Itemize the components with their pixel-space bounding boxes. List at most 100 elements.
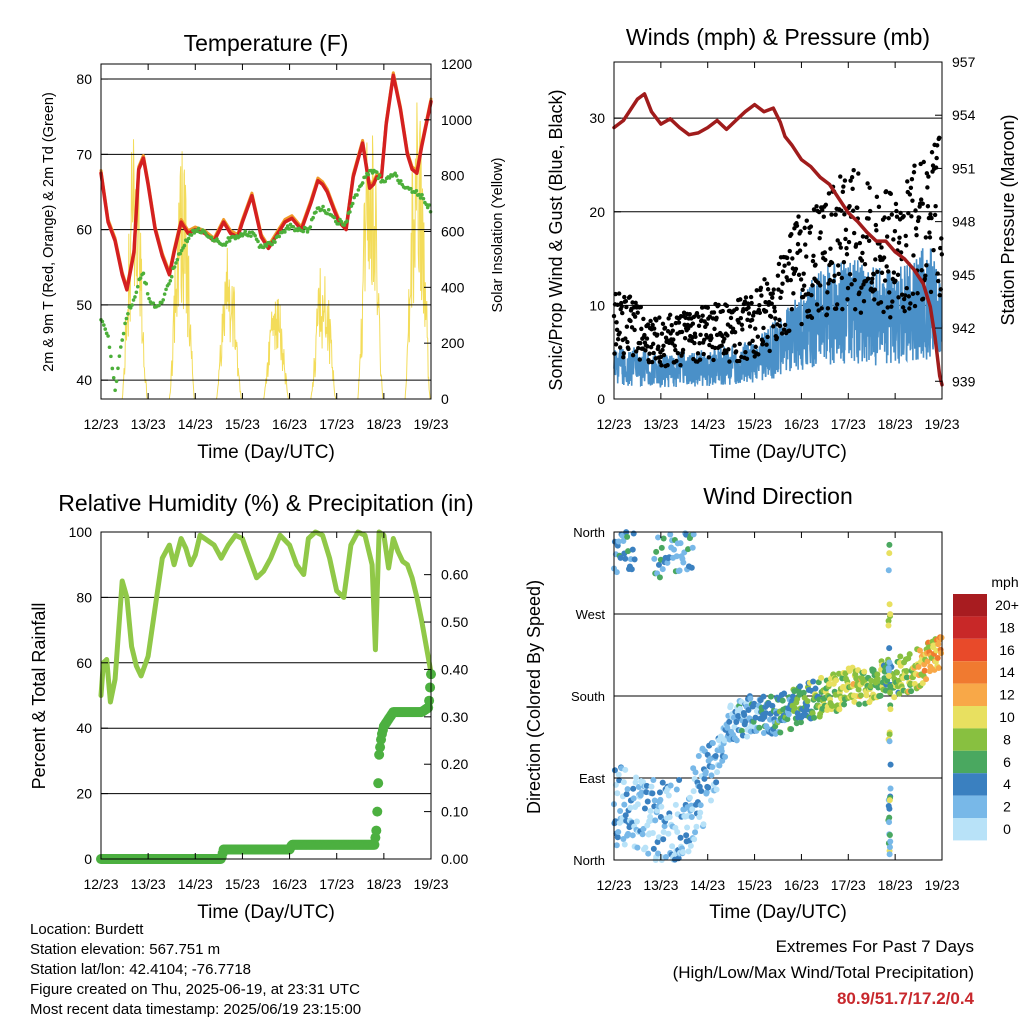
wind-gust-point — [705, 305, 711, 310]
temperature-xtick-label: 14/23 — [178, 416, 213, 432]
wind-gust-point — [750, 338, 755, 344]
station-pressure-line — [612, 92, 944, 387]
wind-gust-point — [650, 322, 655, 328]
wind-gust-point — [933, 165, 939, 170]
wind-gust-point — [682, 322, 687, 327]
humidity-ytick-right-label: 0.50 — [441, 614, 468, 630]
wind-gust-point — [865, 276, 871, 281]
wind-gust-point — [692, 340, 697, 346]
wind-gust-point — [806, 308, 812, 314]
wind-gust-point — [679, 329, 685, 335]
wind-gust-point — [891, 270, 897, 275]
dewpoint-point — [185, 239, 190, 244]
wind-direction-point — [692, 769, 699, 776]
temperature-xtick-label: 18/23 — [366, 416, 401, 432]
wind-gust-point — [724, 350, 729, 355]
wind-gust-point — [839, 208, 844, 213]
wind-gust-point — [791, 291, 796, 296]
wind-gust-point — [904, 243, 909, 248]
wind-direction-point — [660, 836, 667, 843]
wind-gust-point — [898, 210, 903, 216]
dewpoint-point — [223, 243, 228, 247]
wind-gust-point — [769, 314, 774, 319]
wind-direction-point — [731, 724, 738, 731]
wind-direction-ytick-label: North — [573, 525, 605, 540]
wind-gust-point — [643, 348, 648, 353]
wind-direction-point — [836, 706, 843, 713]
wind-direction-point — [700, 821, 707, 828]
station-elevation: Station elevation: 567.751 m — [30, 941, 221, 958]
wind-direction-point — [659, 566, 666, 573]
wind-gust-point — [651, 350, 656, 356]
wind-gust-point — [680, 347, 686, 353]
wind-gust-point — [765, 334, 770, 340]
wind-gust-point — [786, 261, 791, 266]
wind-gust-point — [909, 177, 915, 182]
wind-direction-point — [620, 779, 627, 786]
wind-direction-point — [615, 828, 622, 835]
wind-direction-point — [762, 710, 769, 717]
wind-direction-point — [630, 530, 637, 537]
wind-gust-point — [711, 310, 717, 315]
wind-direction-point — [716, 762, 723, 769]
wind-direction-point — [781, 690, 788, 697]
wind-gust-point — [746, 311, 752, 316]
wind-gust-point — [639, 326, 644, 332]
wind-direction-ytick-label: South — [571, 689, 605, 704]
dewpoint-point — [151, 301, 156, 305]
wind-direction-point — [760, 693, 767, 700]
wind-direction-point — [627, 804, 634, 811]
wind-gust-point — [675, 350, 681, 356]
wind-gust-point — [613, 342, 619, 347]
wind-direction-point — [648, 783, 655, 790]
wind-gust-point — [732, 343, 737, 348]
temperature-xtick-label: 15/23 — [225, 416, 260, 432]
wind-gust-point — [903, 293, 908, 298]
wind-direction-point — [886, 851, 893, 858]
wind-gust-point — [633, 300, 638, 306]
extremes-subtitle: (High/Low/Max Wind/Total Precipitation) — [672, 963, 974, 982]
wind-direction-point — [615, 771, 622, 778]
wind-gust-point — [821, 214, 826, 219]
wind-gust-point — [811, 253, 816, 258]
speed-legend-swatch — [953, 683, 987, 706]
wind-gust-point — [875, 269, 880, 274]
dewpoint-point — [119, 345, 123, 349]
wind-direction-point — [856, 701, 863, 708]
wind-direction-point — [886, 832, 893, 839]
wind-gust-point — [734, 306, 739, 312]
temperature-xtick-label: 12/23 — [83, 416, 118, 432]
dewpoint-point — [145, 291, 150, 296]
dewpoint-point — [100, 319, 105, 324]
wind-gust-point — [775, 273, 781, 278]
wind-gust-point — [833, 212, 838, 217]
wind-gust-point — [627, 294, 633, 299]
wind-gust-point — [913, 208, 918, 213]
wind-direction-point — [708, 772, 715, 779]
wind-direction-point — [654, 838, 661, 845]
wind-gust-point — [928, 212, 933, 217]
humidity-panel: Relative Humidity (%) & Precipitation (i… — [29, 490, 474, 923]
winds-ytick-right-label: 954 — [952, 107, 976, 123]
humidity-ytick-label: 40 — [76, 720, 92, 736]
wind-gust-point — [865, 181, 870, 186]
dewpoint-point — [360, 181, 365, 185]
temperature-ytick-right-label: 1200 — [441, 56, 472, 72]
wind-direction-point — [713, 779, 720, 786]
wind-direction-point — [656, 574, 663, 581]
precipitation-point — [374, 749, 385, 760]
wind-gust-point — [873, 222, 879, 228]
dewpoint-point — [417, 192, 422, 197]
wind-direction-point — [688, 564, 695, 571]
temperature-ytick-label: 40 — [76, 372, 92, 388]
winds-xtick-label: 17/23 — [831, 416, 866, 432]
dewpoint-point — [134, 290, 139, 295]
dewpoint-point — [305, 230, 310, 234]
wind-gust-point — [780, 281, 785, 286]
wind-gust-point — [733, 349, 739, 354]
wind-gust-point — [817, 283, 823, 288]
wind-direction-point — [611, 767, 618, 774]
wind-gust-point — [722, 336, 727, 342]
wind-gust-point — [921, 159, 926, 165]
wind-gust-point — [849, 282, 854, 287]
